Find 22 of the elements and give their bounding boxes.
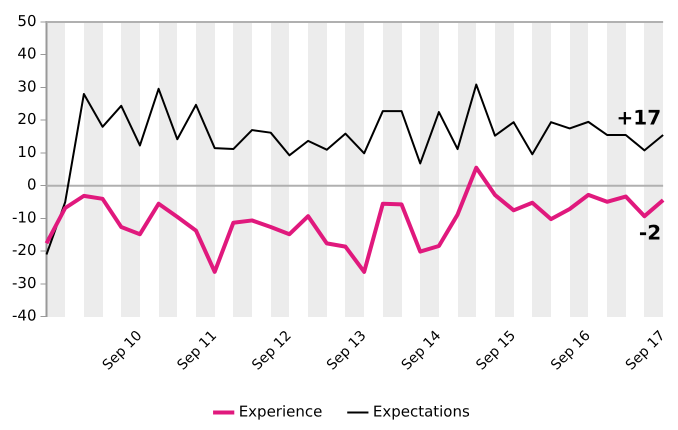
y-tick-label: 10 [17, 142, 36, 161]
annotation: -2 [638, 220, 662, 244]
y-tick-label: 40 [17, 44, 36, 63]
x-tick-label: Sep 16 [548, 328, 594, 374]
x-tick-label: Sep 11 [174, 328, 220, 374]
y-tick-label: -30 [12, 274, 36, 292]
legend-label: Expectations [372, 402, 470, 420]
x-tick-label: Sep 10 [100, 328, 146, 374]
x-tick-label: Sep 15 [473, 328, 520, 374]
annotation: +17 [616, 105, 662, 130]
y-tick-label: 20 [17, 110, 36, 128]
x-tick-label: Sep 13 [324, 328, 370, 374]
y-tick-label: -40 [12, 306, 36, 325]
y-tick-label: 30 [17, 77, 36, 96]
y-tick-label: 50 [17, 12, 36, 30]
x-tick-label: Sep 12 [249, 328, 295, 374]
y-tick-label: 0 [26, 176, 36, 194]
x-tick-label: Sep 14 [398, 328, 444, 374]
legend-label: Experience [238, 402, 322, 420]
x-tick-label: Sep 17 [622, 328, 669, 374]
y-tick-label: -20 [12, 241, 36, 260]
y-tick-label: -10 [12, 208, 36, 226]
